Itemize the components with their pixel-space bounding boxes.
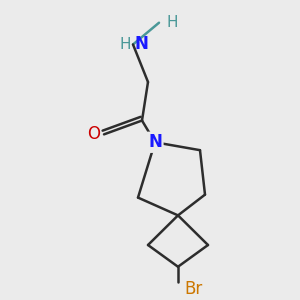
Text: N: N — [148, 133, 162, 151]
Text: H: H — [119, 37, 131, 52]
Text: Br: Br — [184, 280, 202, 298]
Text: N: N — [135, 35, 149, 53]
Text: O: O — [87, 125, 100, 143]
Text: H: H — [167, 15, 178, 30]
